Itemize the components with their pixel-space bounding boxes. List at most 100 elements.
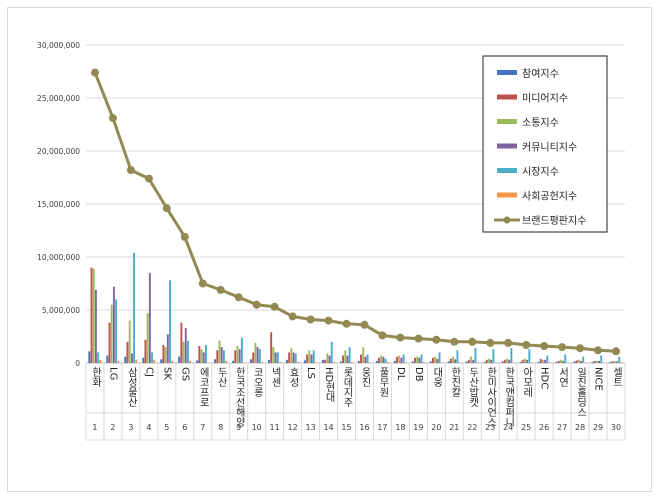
bar-6-3 bbox=[135, 359, 138, 363]
bar-3-30 bbox=[613, 360, 616, 363]
y-axis: 0 5,000,000 10,000,000 15,000,000 20,000,000… bbox=[37, 41, 80, 368]
bar-6-30 bbox=[620, 362, 623, 363]
category-label: 두산 bbox=[215, 367, 227, 387]
line-point-30 bbox=[612, 347, 620, 356]
bar-2-10 bbox=[252, 352, 255, 363]
bar-3-8 bbox=[218, 340, 221, 363]
line-point-15 bbox=[342, 319, 351, 328]
bar-3-1 bbox=[92, 268, 95, 363]
bar-5-27 bbox=[564, 354, 567, 363]
bar-6-13 bbox=[314, 362, 317, 363]
category-label: 한국앤컴퍼니 bbox=[503, 367, 515, 428]
bar-4-10 bbox=[256, 347, 259, 363]
bar-4-9 bbox=[238, 349, 241, 363]
bar-4-23 bbox=[490, 359, 493, 363]
bar-5-1 bbox=[97, 352, 100, 363]
bar-3-12 bbox=[290, 348, 293, 363]
category-label: 에코프로 bbox=[197, 367, 209, 407]
bar-3-7 bbox=[200, 349, 203, 363]
bar-3-29 bbox=[595, 360, 598, 363]
y-tick-label: 30,000,000 bbox=[37, 41, 80, 50]
bar-4-18 bbox=[400, 357, 403, 363]
bar-2-27 bbox=[557, 360, 560, 363]
rank-label: 14 bbox=[323, 423, 333, 432]
rank-label: 8 bbox=[218, 423, 223, 432]
bar-6-29 bbox=[602, 362, 605, 363]
bar-6-27 bbox=[566, 362, 569, 363]
rank-label: 13 bbox=[305, 423, 315, 432]
category-label: 한미사이언스 bbox=[485, 367, 497, 427]
bar-2-14 bbox=[324, 359, 327, 363]
line-point-28 bbox=[576, 344, 585, 353]
line-point-5 bbox=[162, 204, 171, 213]
bar-5-21 bbox=[456, 350, 459, 363]
bars bbox=[88, 252, 623, 363]
line-point-16 bbox=[360, 320, 369, 329]
bar-5-9 bbox=[240, 337, 243, 363]
category-label: 롯데지주 bbox=[341, 367, 353, 408]
rank-label: 30 bbox=[611, 423, 621, 432]
bar-3-5 bbox=[164, 347, 167, 363]
bar-1-5 bbox=[160, 359, 163, 363]
bar-4-26 bbox=[544, 359, 547, 363]
category-label: 서연 bbox=[557, 367, 569, 387]
rank-label: 23 bbox=[485, 423, 495, 432]
category-label: LS bbox=[305, 367, 316, 379]
rank-label: 25 bbox=[521, 423, 531, 432]
bar-4-3 bbox=[130, 353, 133, 363]
bar-2-19 bbox=[413, 357, 416, 363]
bar-5-3 bbox=[133, 252, 136, 363]
y-tick-label: 15,000,000 bbox=[37, 200, 80, 209]
legend-label: 미디어지수 bbox=[522, 93, 568, 105]
bar-1-27 bbox=[555, 361, 558, 363]
rank-label: 20 bbox=[431, 423, 441, 432]
bar-4-24 bbox=[508, 359, 511, 363]
category-label: 대웅 bbox=[431, 367, 443, 387]
bar-4-4 bbox=[148, 272, 151, 363]
bar-6-15 bbox=[350, 361, 353, 363]
category-label: 셀트 bbox=[611, 367, 623, 387]
bar-3-25 bbox=[523, 358, 526, 363]
bar-5-4 bbox=[151, 352, 153, 363]
bar-2-23 bbox=[485, 359, 488, 363]
line-point-20 bbox=[432, 335, 441, 344]
bar-4-7 bbox=[202, 352, 205, 363]
category-label: 일진홀딩스 bbox=[575, 367, 587, 417]
bar-3-16 bbox=[362, 347, 365, 363]
bar-6-14 bbox=[332, 361, 335, 363]
category-label: 두산밥캣 bbox=[467, 367, 479, 408]
line-point-12 bbox=[288, 312, 297, 321]
rank-label: 10 bbox=[252, 423, 262, 432]
bar-1-23 bbox=[483, 361, 486, 363]
bar-1-9 bbox=[232, 360, 235, 363]
rank-label: 22 bbox=[467, 423, 477, 432]
line-point-17 bbox=[378, 331, 387, 340]
bar-2-11 bbox=[270, 332, 273, 363]
bar-6-5 bbox=[171, 360, 174, 363]
bar-5-15 bbox=[348, 347, 351, 363]
line-point-8 bbox=[216, 285, 225, 294]
bar-5-12 bbox=[294, 353, 297, 363]
bar-4-27 bbox=[562, 360, 565, 363]
rank-label: 6 bbox=[182, 423, 187, 432]
bar-6-17 bbox=[386, 361, 389, 363]
bar-6-19 bbox=[422, 361, 425, 363]
bar-3-14 bbox=[326, 353, 329, 363]
rank-label: 24 bbox=[503, 423, 513, 432]
bar-5-8 bbox=[222, 350, 225, 363]
bar-3-17 bbox=[380, 355, 383, 363]
bar-5-28 bbox=[582, 356, 585, 363]
line-point-23 bbox=[486, 338, 495, 347]
legend-swatch bbox=[497, 192, 517, 198]
line-point-4 bbox=[144, 174, 153, 183]
bar-3-15 bbox=[344, 350, 347, 363]
bar-2-13 bbox=[306, 354, 309, 363]
bar-3-22 bbox=[470, 356, 472, 363]
y-tick-label: 25,000,000 bbox=[37, 94, 80, 103]
line-point-26 bbox=[540, 342, 549, 350]
bar-1-7 bbox=[196, 360, 199, 363]
bar-4-30 bbox=[616, 361, 618, 363]
rank-label: 9 bbox=[236, 423, 241, 432]
bar-5-17 bbox=[384, 358, 387, 363]
bar-5-13 bbox=[312, 350, 315, 363]
